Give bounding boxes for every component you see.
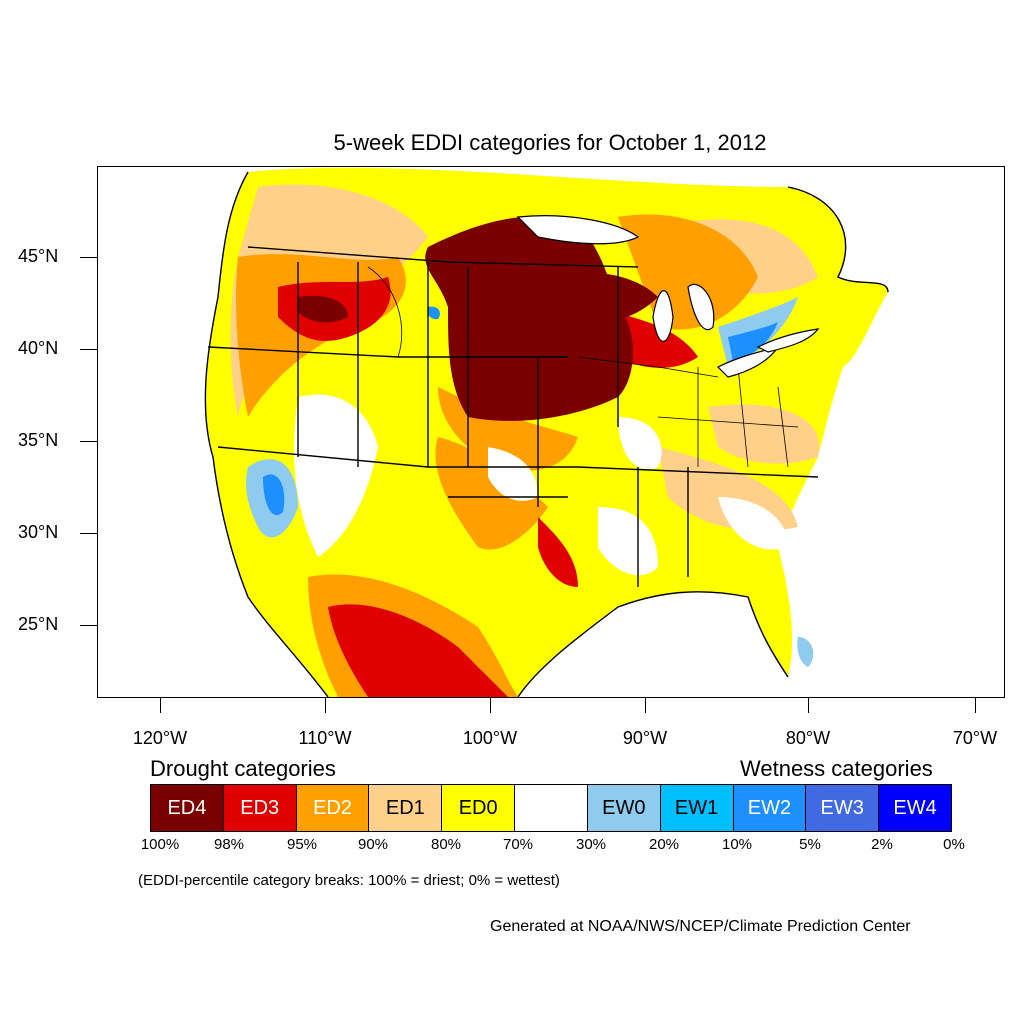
lon-label-80: 80°W	[785, 728, 831, 748]
wetness-heading: Wetness categories	[740, 756, 933, 781]
legend-box-normal	[515, 785, 588, 831]
lon-tick	[490, 697, 491, 713]
legend-note: (EDDI-percentile category breaks: 100% =…	[138, 872, 560, 889]
lon-tick	[325, 697, 326, 713]
lon-label-100: 100°W	[462, 728, 518, 748]
lon-tick	[645, 697, 646, 713]
legend-label: EW0	[602, 796, 646, 819]
lat-tick	[80, 625, 97, 626]
lon-label-90: 90°W	[622, 728, 668, 748]
eddi-map-canvas	[204, 167, 889, 697]
lat-label-30: 30°N	[18, 522, 59, 542]
legend-box-ew3: EW3	[806, 785, 880, 831]
lat-tick	[80, 441, 97, 442]
percentile-label: 90%	[357, 836, 389, 853]
legend-label: ED3	[240, 796, 280, 819]
percentile-label: 20%	[648, 836, 680, 853]
legend-box-ew2: EW2	[733, 785, 807, 831]
percentile-label: 30%	[575, 836, 607, 853]
lat-tick	[80, 257, 97, 258]
lat-label-45: 45°N	[18, 246, 59, 266]
percentile-label: 80%	[430, 836, 462, 853]
legend-label: EW4	[893, 796, 937, 819]
legend-box-ew0: EW0	[587, 785, 661, 831]
legend-box-ed1: ED1	[369, 785, 443, 831]
percentile-label: 95%	[286, 836, 318, 853]
percentile-label: 0%	[943, 836, 965, 853]
legend-box-ed2: ED2	[296, 785, 370, 831]
legend-label: ED0	[458, 796, 498, 819]
lat-label-25: 25°N	[18, 614, 59, 634]
percentile-label: 70%	[502, 836, 534, 853]
legend-box-ed3: ED3	[223, 785, 297, 831]
legend-label: ED1	[385, 796, 425, 819]
drought-heading: Drought categories	[150, 756, 336, 781]
lat-label-35: 35°N	[18, 430, 59, 450]
percentile-label: 5%	[799, 836, 821, 853]
legend-label: EW1	[674, 796, 719, 819]
percentile-label: 10%	[721, 836, 753, 853]
lon-tick	[160, 697, 161, 713]
legend-label: ED2	[313, 796, 352, 819]
lon-tick	[975, 697, 976, 713]
legend-box-ew1: EW1	[660, 785, 734, 831]
map-title: 5-week EDDI categories for October 1, 20…	[333, 130, 767, 155]
lat-tick	[80, 349, 97, 350]
lon-label-120: 120°W	[132, 728, 188, 748]
lat-tick	[80, 533, 97, 534]
percentile-label: 98%	[213, 836, 245, 853]
lon-tick	[808, 697, 809, 713]
legend-box-ed4: ED4	[151, 785, 224, 831]
eddi-map	[97, 166, 1005, 698]
legend-label: EW3	[820, 796, 864, 819]
legend-box-ed0: ED0	[442, 785, 516, 831]
lon-label-110: 110°W	[298, 728, 352, 748]
percentile-label: 100%	[140, 836, 180, 853]
credit-line: Generated at NOAA/NWS/NCEP/Climate Predi…	[490, 918, 911, 935]
legend-colorbar: ED4 ED3 ED2 ED1 ED0 EW0 EW1 EW2 EW3 EW4	[150, 784, 952, 832]
legend-box-ew4: EW4	[879, 785, 951, 831]
legend-label: EW2	[747, 796, 792, 819]
lat-label-40: 40°N	[18, 338, 59, 358]
percentile-label: 2%	[871, 836, 893, 853]
lon-label-70: 70°W	[952, 728, 998, 748]
legend-label: ED4	[167, 796, 207, 819]
